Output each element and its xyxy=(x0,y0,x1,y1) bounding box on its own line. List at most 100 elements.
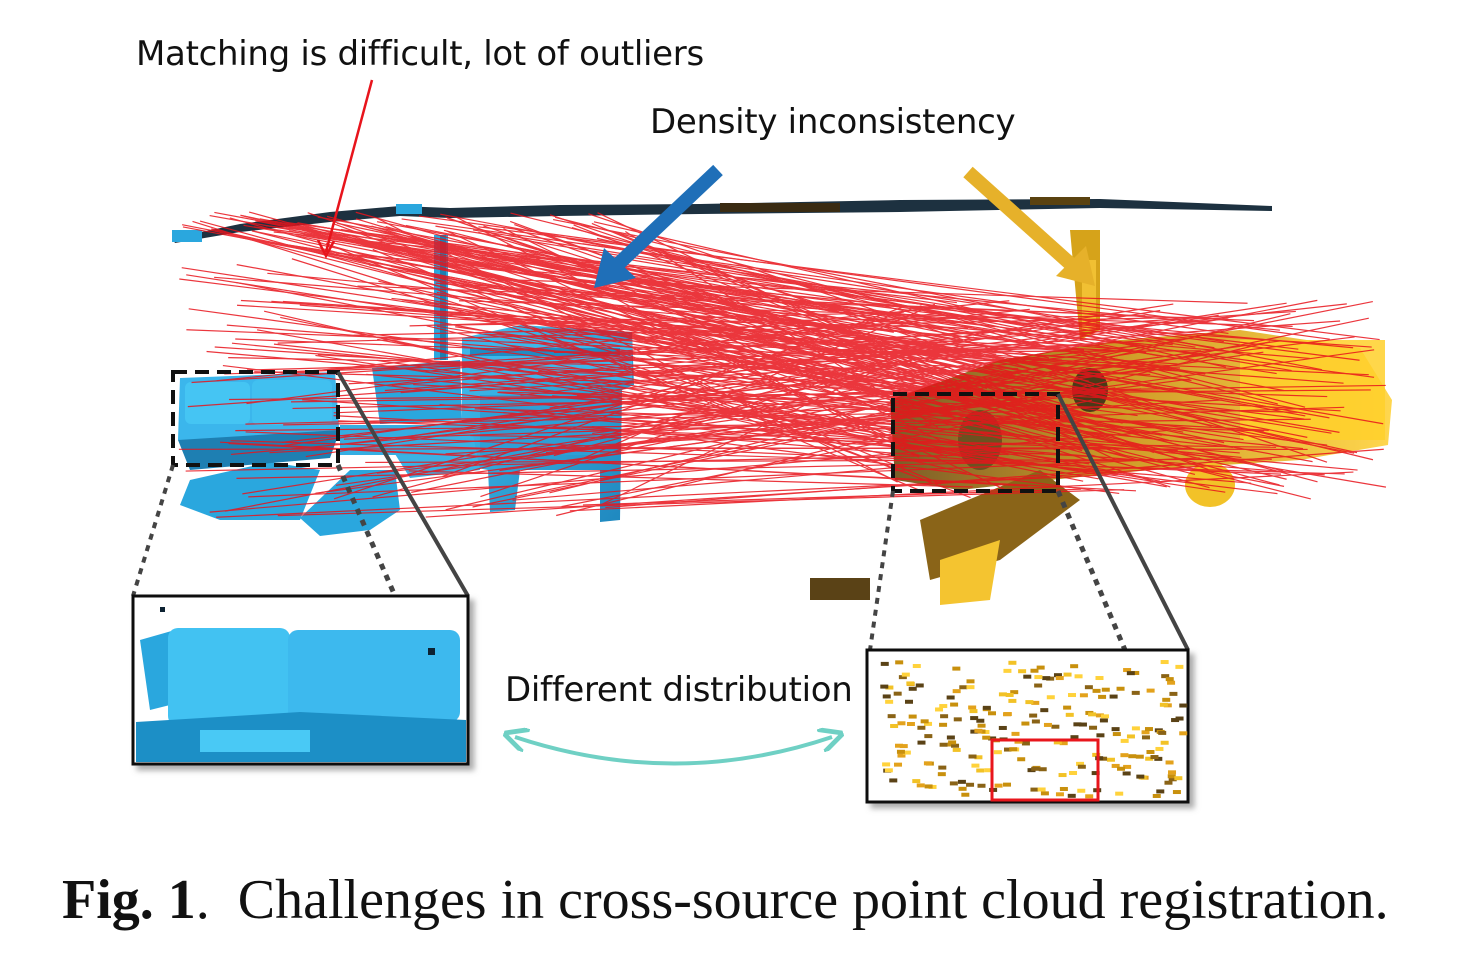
inset-point xyxy=(966,685,975,690)
inset-point xyxy=(1111,727,1120,732)
match-line xyxy=(445,249,1027,337)
match-line xyxy=(185,452,1045,472)
match-line xyxy=(333,415,1090,458)
inset-point xyxy=(880,684,889,689)
match-line xyxy=(243,224,1384,425)
inset-point xyxy=(906,681,915,686)
inset-point xyxy=(1070,664,1079,669)
match-line xyxy=(622,368,932,483)
inset-point xyxy=(1162,697,1171,702)
inset-point xyxy=(1101,687,1110,692)
inset-point xyxy=(977,723,986,728)
match-line xyxy=(228,442,1137,492)
inset-point xyxy=(1023,674,1032,679)
inset-point xyxy=(906,722,915,727)
inset-point xyxy=(924,721,933,726)
match-line xyxy=(597,212,1116,461)
inset-point xyxy=(908,714,917,719)
match-line xyxy=(534,329,1187,373)
inset-point xyxy=(1077,788,1086,793)
inset-point xyxy=(1106,757,1115,762)
inset-point xyxy=(880,661,889,666)
inset-point xyxy=(1141,735,1150,740)
inset-point xyxy=(1111,763,1120,768)
match-line xyxy=(291,258,920,456)
inset-point xyxy=(916,783,925,788)
inset-point xyxy=(895,660,904,665)
match-line xyxy=(445,419,1041,455)
inset-point xyxy=(1165,760,1174,765)
matching-pointer-line xyxy=(324,79,374,253)
inset-point xyxy=(1043,722,1052,727)
inset-point xyxy=(1008,698,1017,703)
inset-point xyxy=(1164,780,1173,785)
inset-point xyxy=(1160,740,1169,745)
inset-point xyxy=(1098,694,1107,699)
inset-point xyxy=(1146,688,1155,693)
inset-point xyxy=(949,781,958,786)
density-annotation: Density inconsistency xyxy=(650,102,1016,142)
inset-point xyxy=(1037,787,1046,792)
figure-illustration xyxy=(131,79,1392,804)
inset-point xyxy=(1167,680,1176,685)
inset-point xyxy=(994,783,1003,788)
match-line xyxy=(405,224,970,339)
inset-point xyxy=(896,749,905,754)
inset-point xyxy=(940,714,949,719)
inset-point xyxy=(939,742,948,747)
match-line xyxy=(337,222,1045,373)
inset-point xyxy=(1067,793,1076,798)
ceiling-edge xyxy=(172,197,1272,243)
inset-point xyxy=(1084,685,1093,690)
inset-point xyxy=(1095,713,1104,718)
match-line xyxy=(240,299,1147,354)
inset-point xyxy=(1131,670,1140,675)
match-line xyxy=(538,370,1328,398)
inset-point xyxy=(950,702,959,707)
inset-point xyxy=(1065,712,1074,717)
source-zoom-region xyxy=(171,370,340,467)
match-line xyxy=(230,440,1345,475)
match-line xyxy=(510,318,1063,361)
match-line xyxy=(499,349,1375,472)
inset-point xyxy=(1079,693,1088,698)
inset-point xyxy=(1169,691,1178,696)
inset-point xyxy=(1109,694,1118,699)
match-line xyxy=(325,242,923,493)
match-line xyxy=(253,230,1025,391)
match-line xyxy=(600,387,1167,488)
inset-point xyxy=(1014,739,1023,744)
inset-point xyxy=(961,792,970,797)
inset-point xyxy=(1141,730,1150,735)
inset-point xyxy=(1115,791,1124,796)
inset-point xyxy=(952,747,961,752)
match-line xyxy=(445,216,1127,457)
inset-point xyxy=(1158,730,1167,735)
inset-point xyxy=(1059,741,1068,746)
inset-point xyxy=(1123,764,1132,769)
target-inset-panel xyxy=(865,648,1190,804)
inset-point xyxy=(890,724,899,729)
inset-point xyxy=(946,695,955,700)
inset-point xyxy=(1051,724,1060,729)
inset-point xyxy=(887,714,896,719)
inset-point xyxy=(1073,722,1082,727)
match-line xyxy=(459,300,1293,327)
inset-point xyxy=(899,744,908,749)
inset-point xyxy=(1171,718,1180,723)
inset-point xyxy=(993,750,1002,755)
inset-point xyxy=(1040,791,1049,796)
match-line xyxy=(224,299,1318,512)
inset-point xyxy=(1069,770,1078,775)
inset-point xyxy=(1168,770,1177,775)
inset-point xyxy=(1036,665,1045,670)
inset-point xyxy=(893,691,902,696)
inset-point xyxy=(1161,674,1170,679)
inset-point xyxy=(1030,668,1039,673)
inset-point xyxy=(1010,690,1019,695)
match-line xyxy=(348,337,1190,385)
inset-point xyxy=(894,762,903,767)
inset-point xyxy=(917,725,926,730)
inset-point xyxy=(1175,716,1184,721)
inset-point xyxy=(984,768,993,773)
